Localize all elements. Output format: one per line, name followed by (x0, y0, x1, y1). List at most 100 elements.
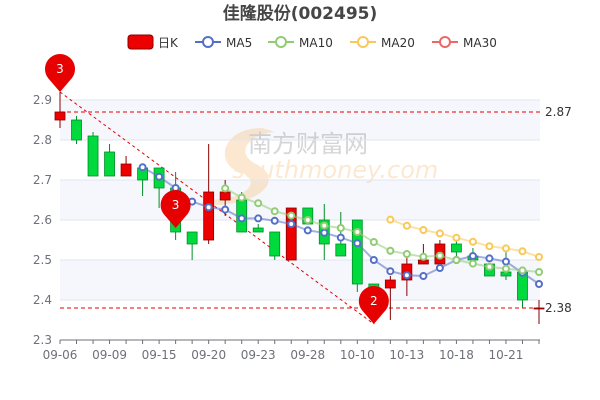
ma-point (419, 226, 428, 234)
ma-point (303, 216, 312, 224)
x-tick-label: 10-13 (389, 348, 424, 362)
ma-point (270, 207, 279, 216)
ma-point (155, 172, 164, 181)
ma-point (270, 216, 279, 225)
ma-point (320, 221, 329, 230)
x-tick-label: 09-09 (92, 348, 127, 362)
legend-label: 日K (158, 36, 179, 50)
ma-point (535, 280, 543, 288)
trend-line (59, 91, 375, 325)
x-tick-label: 10-18 (439, 348, 474, 362)
ma-point (518, 266, 527, 275)
ma-point (336, 224, 345, 232)
ma-point (369, 238, 378, 246)
candle-09-06 (54, 92, 66, 128)
ma-point (369, 256, 378, 264)
legend-item-ma30[interactable]: MA30 (432, 36, 497, 50)
legend-candle-icon (127, 34, 154, 50)
watermark-cn: 南方财富网 (248, 130, 368, 158)
ma-point (287, 220, 296, 228)
ma-point (485, 262, 494, 271)
candle-body (219, 191, 231, 201)
ma-point (336, 233, 345, 242)
chart-title: 佳隆股份(002495) (223, 3, 378, 24)
x-axis: 09-06 09-09 09-15 09-20 09-23 09-28 10-10 10-13… (43, 339, 540, 362)
pin-label: 2 (370, 294, 378, 308)
candle-09-20 (203, 144, 215, 244)
legend-item-ma10[interactable]: MA10 (268, 36, 333, 50)
ma-point (435, 229, 444, 238)
legend-item-日k[interactable]: 日K (127, 34, 179, 50)
legend-dot-icon (357, 36, 369, 48)
y-tick-label: 2.7 (33, 173, 52, 187)
ma-point (204, 203, 213, 212)
ma-point (419, 252, 428, 261)
candle-09-09 (104, 144, 115, 177)
ma-point (402, 271, 411, 280)
candle-body (203, 191, 215, 241)
ma-point (468, 259, 477, 268)
mark-point-pin: 3 (160, 190, 191, 228)
ma-point (303, 226, 312, 235)
ma-point (221, 205, 230, 214)
candle-10-18 (451, 240, 462, 256)
candle-09-07 (71, 116, 82, 144)
legend-label: MA10 (299, 36, 333, 50)
x-tick-label: 09-15 (142, 348, 177, 362)
ma-point (518, 247, 527, 256)
candle-09-23 (252, 224, 264, 233)
legend-dot-icon (439, 36, 451, 48)
mark-points: 3 3 2 (45, 54, 389, 324)
watermark-logo: 南方财富网 southmoney.com (200, 128, 438, 206)
ma-point (468, 237, 477, 246)
ma-point (485, 254, 494, 263)
ma-point (254, 199, 263, 208)
candle-body (186, 231, 198, 245)
grid-band (60, 260, 540, 300)
x-tick-label: 10-21 (489, 348, 524, 362)
grid-band (60, 300, 540, 340)
ma-point (435, 251, 444, 260)
grid-band (60, 180, 540, 220)
y-tick-label: 2.8 (33, 133, 52, 147)
ma-point (353, 239, 362, 248)
moving-averages (138, 163, 543, 288)
candle-09-26 (269, 231, 281, 260)
legend-label: MA30 (463, 36, 497, 50)
ma-point (320, 228, 329, 237)
mark-point-pin: 3 (45, 54, 76, 92)
grid-band (60, 60, 540, 100)
pin-icon (358, 286, 389, 324)
candle-body (351, 219, 363, 285)
candle-body (384, 279, 396, 289)
ma-point (353, 228, 362, 236)
ma-point (452, 256, 461, 264)
x-tick-label: 10-10 (340, 348, 375, 362)
candle-10-12 (384, 276, 396, 320)
candle-body (252, 227, 264, 233)
y-tick-label: 2.3 (33, 333, 52, 347)
candle-body (533, 307, 545, 310)
candle-body (104, 151, 115, 177)
ma-series-ma20 (386, 215, 543, 261)
candle-09-19 (186, 231, 198, 260)
mark-line-label: 2.38 (545, 301, 572, 315)
pin-label: 3 (56, 62, 64, 76)
ma-point (501, 257, 510, 266)
legend-dot-icon (275, 36, 287, 48)
candle-body (451, 243, 462, 253)
candle-body (120, 163, 132, 177)
y-tick-label: 2.4 (33, 293, 52, 307)
candle-09-08 (87, 132, 99, 177)
ma-point (254, 214, 263, 223)
plot-background (60, 60, 540, 340)
legend-item-ma20[interactable]: MA20 (350, 36, 415, 50)
candle-body (54, 111, 66, 121)
y-tick-label: 2.6 (33, 213, 52, 227)
ma-point (501, 264, 510, 273)
candle-09-13 (120, 156, 132, 177)
candle-body (269, 231, 281, 257)
x-tick-label: 09-28 (290, 348, 325, 362)
legend-item-ma5[interactable]: MA5 (195, 36, 252, 50)
